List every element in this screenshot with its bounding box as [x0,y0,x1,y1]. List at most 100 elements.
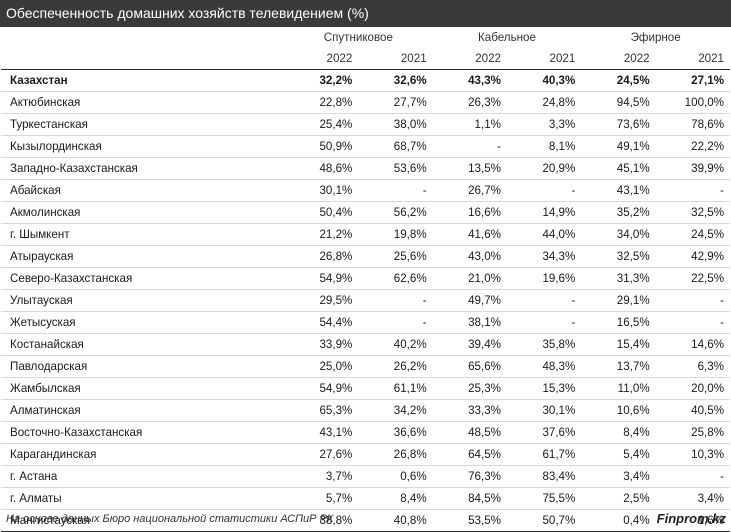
cell-value: - [506,289,582,312]
cell-value: 22,2% [655,135,730,158]
cell-value: - [655,179,730,202]
group-header-satellite: Спутниковое [323,31,393,44]
cell-value: 26,2% [358,355,433,378]
cell-value: 24,8% [506,91,582,114]
row-label: Восточно-Казахстанская [1,421,284,444]
cell-value: 73,6% [581,113,656,136]
cell-value: 53,6% [358,157,433,180]
cell-value: - [655,311,730,334]
table-row: г. Шымкент 21,2% 19,8% 41,6% 44,0% 34,0% 24,5% [1,223,730,246]
table-row: Алматинская 65,3% 34,2% 33,3% 30,1% 10,6% 40,5… [1,399,730,422]
cell-value: 65,6% [432,355,507,378]
cell-value: 54,9% [284,377,359,400]
cell-value: 37,6% [506,421,582,444]
table-row: Костанайская 33,9% 40,2% 39,4% 35,8% 15,4% 14,… [1,333,730,356]
cell-value: 34,3% [506,245,582,268]
year-header-row: 2022 2021 2022 2021 2022 2021 [1,48,730,70]
cell-value: 32,5% [581,245,656,268]
table-row: Северо-Казахстанская 54,9% 62,6% 21,0% 19,6%… [1,267,730,290]
cell-value: 29,1% [581,289,656,312]
cell-value: 31,3% [581,267,656,290]
row-label: Абайская [1,179,284,202]
cell-value: 32,5% [655,201,730,224]
cell-value: 10,6% [581,399,656,422]
cell-value: 56,2% [358,201,433,224]
cell-value: 6,3% [655,355,730,378]
cell-value: 76,3% [432,465,507,488]
header-spacer [1,48,284,70]
row-label: Акмолинская [1,201,284,224]
row-label: Западно-Казахстанская [1,157,284,180]
row-label: Жамбылская [1,377,284,400]
row-label: г. Астана [1,465,284,488]
cell-value: 20,9% [506,157,582,180]
group-header-cable: Кабельное [478,31,536,44]
cell-value: 43,0% [432,245,507,268]
chart-title: Обеспеченность домашних хозяйств телевид… [0,0,731,27]
cell-value: 26,8% [358,443,433,466]
table-row-total: Казахстан 32,2% 32,6% 43,3% 40,3% 24,5% 27,1% [1,69,730,92]
cell-value: 3,4% [581,465,656,488]
cell-value: 15,3% [506,377,582,400]
footer: На основе данных Бюро национальной стати… [0,509,731,529]
cell-value: 54,9% [284,267,359,290]
table-row: Жамбылская 54,9% 61,1% 25,3% 15,3% 11,0% 20,0% [1,377,730,400]
table-body: Казахстан 32,2% 32,6% 43,3% 40,3% 24,5% 27,1% А… [1,69,730,532]
cell-value: 61,1% [358,377,433,400]
cell-value: 8,1% [506,135,582,158]
cell-value: - [358,311,433,334]
row-label: г. Шымкент [1,223,284,246]
cell-value: 35,2% [581,201,656,224]
cell-value: 33,3% [432,399,507,422]
table-row: г. Астана 3,7% 0,6% 76,3% 83,4% 3,4% - [1,465,730,488]
row-label: Жетысуская [1,311,284,334]
cell-value: 11,0% [581,377,656,400]
row-label: г. Алматы [1,487,284,510]
cell-value: 3,7% [284,465,359,488]
group-header-row: Спутниковое Кабельное Эфирное [1,27,730,48]
cell-value: 78,6% [655,113,730,136]
cell-value: 2,5% [581,487,656,510]
cell-value: - [655,465,730,488]
cell-value: 25,6% [358,245,433,268]
cell-value: 30,1% [284,179,359,202]
cell-value: 19,6% [506,267,582,290]
cell-value: 44,0% [506,223,582,246]
cell-value: 35,8% [506,333,582,356]
cell-value: 25,4% [284,113,359,136]
cell-value: 41,6% [432,223,507,246]
cell-value: 26,7% [432,179,507,202]
row-label: Туркестанская [1,113,284,136]
cell-value: 16,6% [432,201,507,224]
cell-value: 39,4% [432,333,507,356]
cell-value: 10,3% [655,443,730,466]
cell-value: - [358,289,433,312]
cell-value: 16,5% [581,311,656,334]
table-row: Улытауская 29,5% -49,7% -29,1% - [1,289,730,312]
cell-value: 48,3% [506,355,582,378]
table-row: Жетысуская 54,4% -38,1% -16,5% - [1,311,730,334]
cell-value: 5,7% [284,487,359,510]
table-row: Павлодарская 25,0% 26,2% 65,6% 48,3% 13,7% 6,3… [1,355,730,378]
table-row: Туркестанская 25,4% 38,0% 1,1% 3,3% 73,6% 78,6… [1,113,730,136]
cell-value: 22,5% [655,267,730,290]
cell-value: 49,7% [432,289,507,312]
cell-value: 40,3% [506,69,582,92]
data-table: Спутниковое Кабельное Эфирное 2022 2021 … [1,27,730,532]
cell-value: 43,1% [284,421,359,444]
cell-value: 34,2% [358,399,433,422]
table-row: Карагандинская 27,6% 26,8% 64,5% 61,7% 5,4% 10… [1,443,730,466]
row-label: Улытауская [1,289,284,312]
cell-value: 25,3% [432,377,507,400]
table-row: Акмолинская 50,4% 56,2% 16,6% 14,9% 35,2% 32,5… [1,201,730,224]
cell-value: 61,7% [506,443,582,466]
cell-value: 20,0% [655,377,730,400]
cell-value: 34,0% [581,223,656,246]
group-header-terrestrial: Эфирное [630,31,681,44]
cell-value: 19,8% [358,223,433,246]
row-label: Карагандинская [1,443,284,466]
cell-value: 13,5% [432,157,507,180]
table-row: Восточно-Казахстанская 43,1% 36,6% 48,5% 37,… [1,421,730,444]
cell-value: 22,8% [284,91,359,114]
cell-value: - [506,311,582,334]
